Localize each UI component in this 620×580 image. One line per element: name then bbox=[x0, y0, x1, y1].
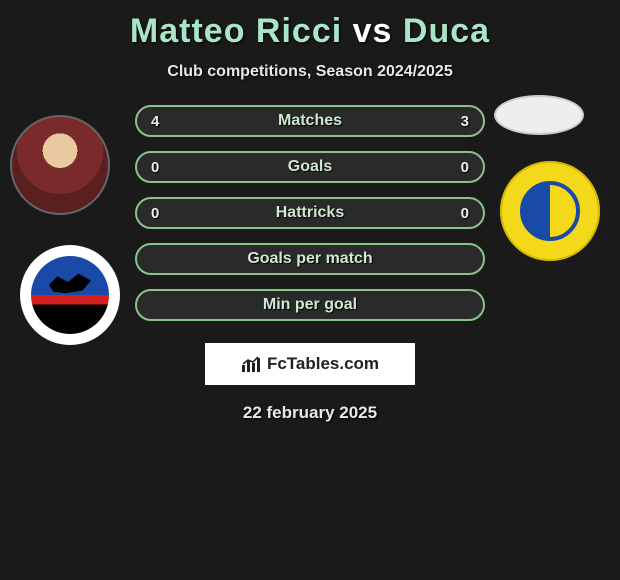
matches-label: Matches bbox=[278, 112, 342, 130]
stat-bar-matches: 4 Matches 3 bbox=[135, 105, 485, 137]
stat-bar-goals: 0 Goals 0 bbox=[135, 151, 485, 183]
player2-avatar bbox=[494, 95, 584, 135]
player1-avatar bbox=[10, 115, 110, 215]
hattricks-label: Hattricks bbox=[276, 204, 344, 222]
player2-club-crest bbox=[500, 161, 600, 261]
goals-left: 0 bbox=[151, 159, 159, 176]
hattricks-left: 0 bbox=[151, 205, 159, 222]
vs-text: vs bbox=[353, 12, 393, 50]
hattricks-right: 0 bbox=[461, 205, 469, 222]
comparison-title: Matteo Ricci vs Duca bbox=[0, 0, 620, 51]
stat-bars: 4 Matches 3 0 Goals 0 0 Hattricks 0 Goal… bbox=[135, 105, 485, 321]
mpg-label: Min per goal bbox=[263, 296, 357, 314]
goals-label: Goals bbox=[288, 158, 332, 176]
stat-bar-goals-per-match: Goals per match bbox=[135, 243, 485, 275]
player1-name: Matteo Ricci bbox=[130, 12, 342, 50]
player1-club-crest bbox=[20, 245, 120, 345]
player2-name: Duca bbox=[403, 12, 490, 50]
goals-right: 0 bbox=[461, 159, 469, 176]
matches-left: 4 bbox=[151, 113, 159, 130]
branding-box: FcTables.com bbox=[205, 343, 415, 385]
stat-bar-min-per-goal: Min per goal bbox=[135, 289, 485, 321]
chart-icon bbox=[241, 355, 263, 373]
gpm-label: Goals per match bbox=[247, 250, 372, 268]
branding-text: FcTables.com bbox=[267, 354, 379, 374]
stat-bar-hattricks: 0 Hattricks 0 bbox=[135, 197, 485, 229]
subtitle: Club competitions, Season 2024/2025 bbox=[0, 63, 620, 81]
sampdoria-crest-icon bbox=[31, 256, 109, 334]
content-area: 4 Matches 3 0 Goals 0 0 Hattricks 0 Goal… bbox=[0, 105, 620, 423]
date-text: 22 february 2025 bbox=[0, 403, 620, 423]
matches-right: 3 bbox=[461, 113, 469, 130]
modena-crest-icon bbox=[520, 181, 580, 241]
